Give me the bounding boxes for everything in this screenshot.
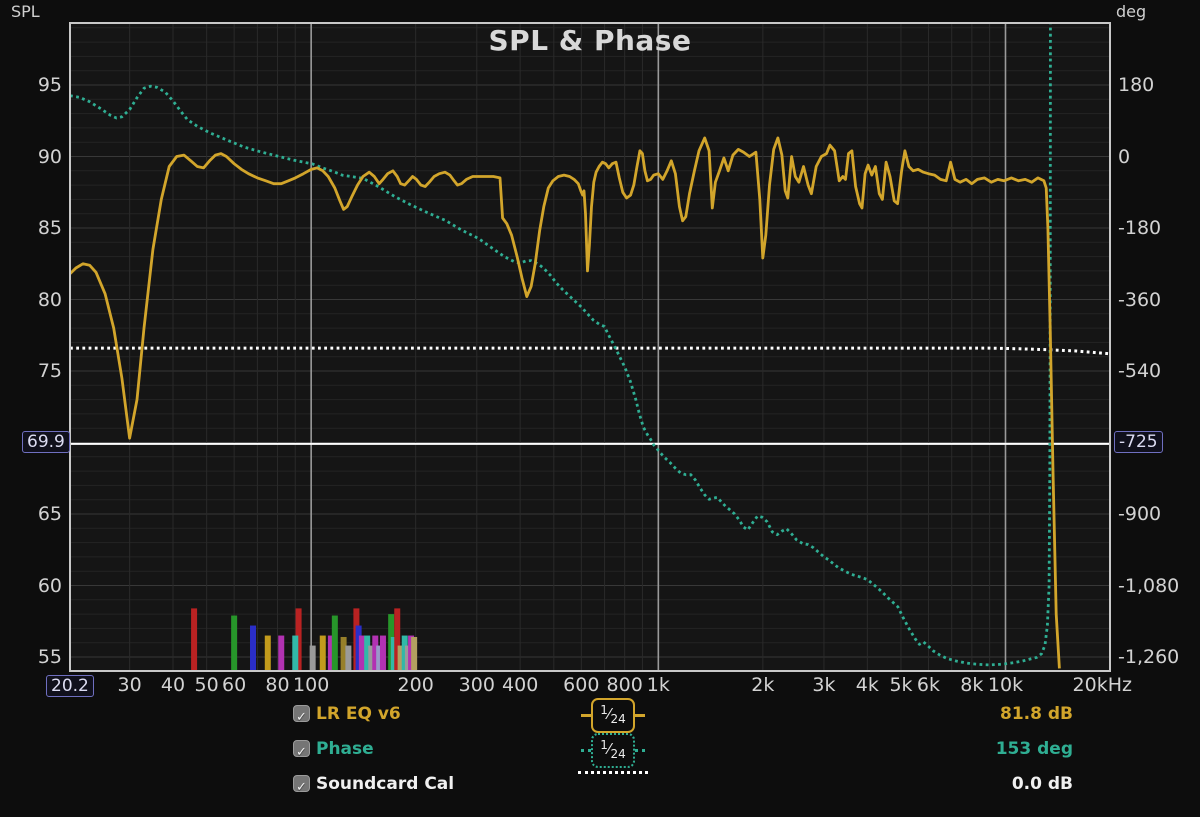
checkbox-soundcard-cal[interactable]: ✓ bbox=[293, 775, 310, 795]
legend-label-phase: Phase bbox=[316, 739, 374, 759]
smoothing-badge-lr-eq[interactable]: 1⁄24 bbox=[572, 698, 654, 733]
legend-value-phase: 153 deg bbox=[995, 739, 1073, 759]
spectrum-bar bbox=[355, 625, 362, 671]
phase-tick-label: -180 bbox=[1118, 217, 1162, 239]
spectrum-bar bbox=[327, 635, 334, 671]
spectrum-bar bbox=[264, 635, 271, 671]
phase-tick-label: -900 bbox=[1118, 503, 1162, 525]
spl-tick-label: 55 bbox=[37, 646, 62, 668]
solid-line-stub bbox=[634, 714, 645, 717]
legend-label-soundcard-cal: Soundcard Cal bbox=[316, 774, 455, 794]
spl-tick-label: 90 bbox=[37, 145, 62, 168]
spectrum-bar bbox=[401, 635, 408, 671]
frequency-tick-label: 50 bbox=[194, 674, 219, 696]
frequency-tick-label: 1k bbox=[646, 674, 670, 696]
smoothing-numerator: 1 bbox=[600, 738, 608, 752]
smoothing-denominator: 24 bbox=[610, 712, 626, 726]
spectrum-bar bbox=[278, 635, 285, 671]
check-icon: ✓ bbox=[296, 710, 307, 725]
legend-row-lr-eq: ✓ LR EQ v6 1⁄24 81.8 dB bbox=[293, 698, 1073, 733]
spectrum-bar bbox=[309, 645, 316, 671]
frequency-tick-label: 200 bbox=[397, 674, 434, 696]
phase-tick-label: -1,080 bbox=[1118, 574, 1180, 597]
legend-value-lr-eq: 81.8 dB bbox=[1000, 704, 1073, 724]
spectrum-bar bbox=[372, 635, 379, 671]
dotted-line-stub bbox=[581, 749, 592, 752]
phase-tick-label: 0 bbox=[1118, 145, 1131, 168]
spectrum-bar bbox=[364, 635, 371, 671]
frequency-tick-label: 20kHz bbox=[1072, 674, 1132, 696]
soundcard-cal-line-swatch bbox=[572, 768, 654, 774]
legend-value-soundcard-cal: 0.0 dB bbox=[1011, 774, 1073, 794]
legend-row-soundcard-cal: ✓ Soundcard Cal 0.0 dB bbox=[293, 771, 1073, 798]
phase-tick-label: -1,260 bbox=[1118, 646, 1180, 668]
spectrum-bar bbox=[292, 635, 299, 671]
frequency-tick-label: 400 bbox=[502, 674, 539, 696]
white-dotted-line-icon bbox=[578, 771, 648, 774]
solid-line-stub bbox=[581, 714, 592, 717]
frequency-tick-label: 8k bbox=[960, 674, 984, 696]
smoothing-numerator: 1 bbox=[600, 703, 608, 717]
spectrum-bar bbox=[376, 645, 383, 671]
phase-tick-label: -360 bbox=[1118, 288, 1162, 311]
spectrum-bar bbox=[368, 645, 375, 671]
checkbox-phase[interactable]: ✓ bbox=[293, 740, 310, 760]
spectrum-bar bbox=[379, 635, 386, 671]
spl-tick-label: 85 bbox=[37, 217, 62, 239]
cursor-frequency-readout[interactable]: 20.2 bbox=[46, 675, 94, 697]
frequency-tick-label: 800 bbox=[606, 674, 643, 696]
spectrum-bar bbox=[408, 635, 415, 671]
phase-tick-label: -540 bbox=[1118, 360, 1162, 382]
legend-row-phase: ✓ Phase 1⁄24 153 deg bbox=[293, 733, 1073, 768]
spl-tick-label: 75 bbox=[37, 360, 62, 382]
spectrum-bar bbox=[358, 635, 365, 671]
frequency-tick-label: 4k bbox=[855, 674, 879, 696]
checkbox-lr-eq[interactable]: ✓ bbox=[293, 705, 310, 725]
spectrum-bar bbox=[250, 625, 257, 671]
spectrum-bar bbox=[295, 608, 302, 671]
check-icon: ✓ bbox=[296, 780, 307, 795]
legend-label-lr-eq: LR EQ v6 bbox=[316, 704, 401, 724]
dotted-line-stub bbox=[634, 749, 645, 752]
spl-tick-label: 65 bbox=[37, 503, 62, 525]
chart-title: SPL & Phase bbox=[488, 24, 692, 57]
frequency-tick-label: 300 bbox=[458, 674, 495, 696]
spl-tick-label: 60 bbox=[37, 574, 62, 597]
check-icon: ✓ bbox=[296, 745, 307, 760]
frequency-tick-label: 60 bbox=[222, 674, 247, 696]
frequency-tick-label: 600 bbox=[563, 674, 600, 696]
spl-tick-label: 80 bbox=[37, 288, 62, 311]
cursor-phase-readout[interactable]: -725 bbox=[1114, 431, 1163, 453]
smoothing-denominator: 24 bbox=[610, 747, 626, 761]
spectrum-bar bbox=[319, 635, 326, 671]
spectrum-bar bbox=[331, 615, 338, 671]
frequency-tick-label: 40 bbox=[160, 674, 186, 696]
right-axis-unit: deg bbox=[1116, 2, 1147, 21]
frequency-tick-label: 10k bbox=[987, 674, 1024, 696]
spl-tick-label: 95 bbox=[37, 74, 62, 96]
spectrum-bar bbox=[404, 645, 411, 671]
spectrum-bar bbox=[345, 645, 352, 671]
frequency-tick-label: 5k bbox=[889, 674, 913, 696]
spectrum-bar bbox=[390, 636, 397, 671]
frequency-tick-label: 6k bbox=[916, 674, 941, 696]
frequency-tick-label: 100 bbox=[293, 674, 330, 696]
frequency-tick-label: 80 bbox=[265, 674, 290, 696]
spectrum-bar bbox=[231, 615, 238, 671]
frequency-tick-label: 2k bbox=[751, 674, 775, 696]
spectrum-bar bbox=[397, 645, 404, 671]
left-axis-unit: SPL bbox=[11, 2, 40, 21]
smoothing-badge-phase[interactable]: 1⁄24 bbox=[572, 733, 654, 768]
spectrum-bar bbox=[394, 608, 401, 671]
frequency-tick-label: 3k bbox=[812, 674, 836, 696]
cursor-spl-readout[interactable]: 69.9 bbox=[22, 431, 70, 453]
spectrum-bar bbox=[340, 636, 347, 671]
phase-tick-label: 180 bbox=[1118, 74, 1155, 96]
spectrum-bar bbox=[411, 636, 418, 671]
frequency-tick-label: 30 bbox=[117, 674, 142, 696]
spectrum-bar bbox=[191, 608, 198, 671]
